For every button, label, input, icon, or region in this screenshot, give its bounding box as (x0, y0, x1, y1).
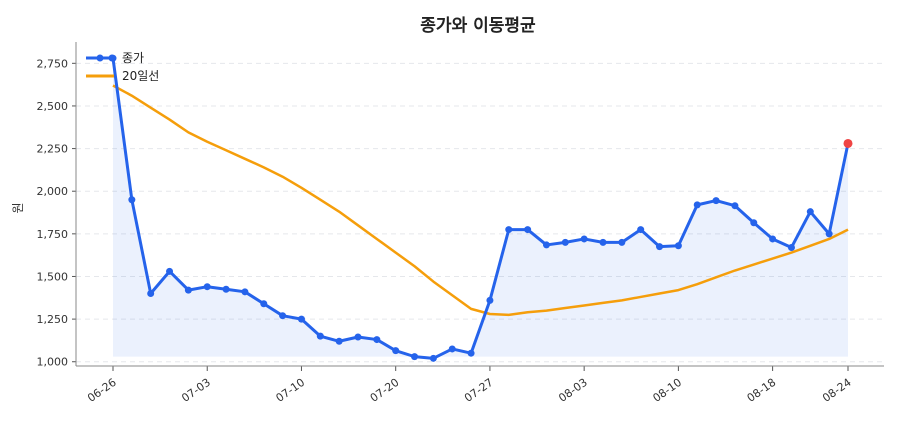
x-axis-ticks: 06-26 07-03 07-10 07-20 07-27 08-03 08-10 08-18… (85, 366, 854, 405)
close-point (674, 242, 682, 250)
close-point (693, 201, 701, 209)
close-point (505, 226, 513, 234)
close-point (128, 196, 136, 204)
close-point (731, 202, 739, 210)
close-point (750, 219, 758, 227)
close-point (599, 238, 607, 246)
close-area-fill (113, 58, 848, 359)
y-tick-label: 2,500 (37, 100, 69, 113)
close-point (297, 315, 305, 323)
close-point (279, 312, 287, 320)
close-area (113, 58, 848, 359)
close-point (806, 208, 814, 216)
close-point (147, 290, 155, 298)
close-point (166, 267, 174, 275)
x-tick-label: 07-03 (179, 376, 213, 405)
close-point (335, 337, 343, 345)
y-tick-label: 1,750 (37, 228, 69, 241)
close-point (392, 347, 400, 355)
last-close-point (843, 138, 853, 148)
legend-close-label: 종가 (122, 51, 144, 65)
close-point (712, 197, 720, 205)
close-line (111, 58, 850, 360)
close-point (184, 286, 192, 294)
close-point (637, 226, 645, 234)
close-point (524, 226, 532, 234)
close-point (241, 288, 249, 296)
close-point (222, 285, 230, 293)
y-axis-label: 원 (11, 202, 25, 213)
y-tick-label: 1,500 (37, 270, 69, 283)
x-tick-label: 07-27 (462, 376, 496, 405)
close-point (354, 333, 362, 341)
close-point (486, 296, 494, 304)
y-axis-ticks: 1,000 1,250 1,500 1,750 2,000 2,250 2,500 2,750 (37, 57, 76, 369)
y-tick-label: 2,750 (37, 57, 69, 70)
close-point (373, 336, 381, 344)
close-point (656, 243, 664, 251)
y-tick-label: 2,250 (37, 143, 69, 156)
close-point (542, 241, 550, 249)
close-point (467, 349, 475, 357)
close-point (580, 235, 588, 243)
close-point (203, 283, 211, 291)
close-point (316, 332, 324, 340)
close-point (411, 353, 419, 361)
close-point (618, 238, 626, 246)
y-tick-label: 1,250 (37, 313, 69, 326)
legend-close-marker (108, 54, 116, 62)
series-lines (111, 58, 850, 360)
x-tick-label: 08-24 (820, 376, 854, 405)
x-tick-label: 06-26 (85, 376, 119, 405)
chart-title: 종가와 이동평균 (420, 16, 536, 36)
x-tick-label: 08-18 (745, 376, 779, 405)
close-point (429, 354, 437, 362)
x-tick-label: 08-03 (556, 376, 590, 405)
close-point (787, 243, 795, 251)
close-point (448, 345, 456, 353)
x-tick-label: 08-10 (650, 376, 684, 405)
legend: 종가 20일선 (86, 51, 159, 83)
close-point (769, 235, 777, 243)
legend-ma20-label: 20일선 (122, 69, 159, 83)
legend-close-marker (96, 54, 104, 62)
ma20-line (112, 84, 849, 317)
close-point (260, 300, 268, 308)
close-point (561, 238, 569, 246)
x-tick-label: 07-10 (274, 376, 308, 405)
close-point (825, 230, 833, 238)
x-tick-label: 07-20 (368, 376, 402, 405)
y-tick-label: 2,000 (37, 185, 69, 198)
y-tick-label: 1,000 (37, 356, 69, 369)
axes (75, 42, 884, 367)
